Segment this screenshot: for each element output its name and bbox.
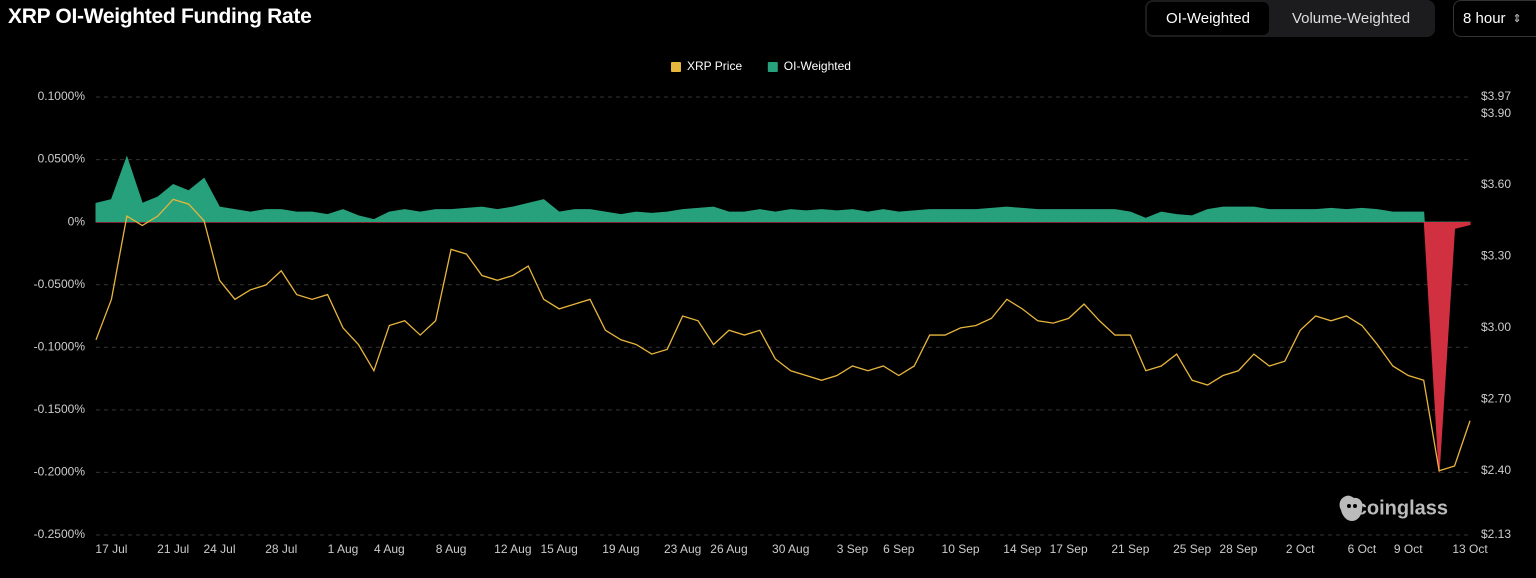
y-tick-label: -0.1000% [34,339,86,353]
tab[interactable]: Volume-Weighted [1291,10,1411,27]
plot: 0.1000% 0.0500% 0% -0.0500% -0.1000% -0.1500%… [34,59,1512,556]
tab-group: OI-Weighted Volume-Weighted [1145,0,1435,37]
legend-label: OI-Weighted [784,59,851,73]
x-tick-label: 26 Aug [710,542,747,556]
y-tick-label: 0.0500% [38,152,86,166]
x-tick-label: 14 Sep [1003,542,1041,556]
funding-area [95,155,1471,473]
x-tick-label: 12 Aug [494,542,531,556]
interval-select[interactable]: 8 hour ⇕ [1453,0,1536,37]
watermark: coinglass [1356,497,1448,519]
y-tick-label: -0.0500% [34,277,86,291]
interval-label: 8 hour [1463,10,1506,27]
x-tick-label: 30 Aug [772,542,809,556]
page-title: XRP OI-Weighted Funding Rate [8,5,312,28]
x-tick-label: 4 Aug [374,542,405,556]
select-icon: ⇕ [1512,13,1522,25]
legend-label: XRP Price [687,59,742,73]
x-tick-label: 17 Sep [1050,542,1088,556]
x-tick-label: 1 Aug [328,542,359,556]
x-tick-label: 17 Jul [95,542,127,556]
x-tick-label: 6 Sep [883,542,915,556]
x-tick-label: 2 Oct [1286,542,1315,556]
legend-swatch [767,62,778,72]
tab[interactable]: OI-Weighted [1147,2,1269,35]
y2-tick-label: $3.60 [1481,177,1511,191]
x-tick-label: 19 Aug [602,542,639,556]
x-tick-label: 10 Sep [942,542,980,556]
y2-tick-label: $3.00 [1481,320,1511,334]
y-tick-label: -0.2500% [34,527,86,541]
watermark-logo [1339,495,1363,521]
x-tick-label: 25 Sep [1173,542,1211,556]
y-tick-label: -0.2000% [34,465,86,479]
legend-swatch [671,62,681,72]
y-tick-label: -0.1500% [34,402,86,416]
x-tick-label: 28 Jul [265,542,297,556]
y2-tick-label: $2.13 [1481,527,1511,541]
x-tick-label: 9 Oct [1394,542,1423,556]
x-tick-label: 21 Jul [157,542,189,556]
x-tick-label: 13 Oct [1452,542,1488,556]
y2-tick-label: $2.40 [1481,463,1511,477]
x-tick-label: 8 Aug [436,542,467,556]
y-tick-label: 0.1000% [38,89,86,103]
x-tick-label: 21 Sep [1111,542,1149,556]
x-tick-label: 3 Sep [837,542,869,556]
x-tick-label: 28 Sep [1219,542,1257,556]
x-tick-label: 6 Oct [1348,542,1377,556]
price-line [95,198,1471,472]
y2-tick-label: $3.97 [1481,89,1511,103]
y-tick-label: 0% [68,214,86,228]
x-tick-label: 15 Aug [540,542,577,556]
y2-tick-label: $3.90 [1481,106,1511,120]
x-tick-label: 24 Jul [203,542,235,556]
y2-tick-label: $2.70 [1481,391,1511,405]
x-tick-label: 23 Aug [664,542,701,556]
y2-tick-label: $3.30 [1481,249,1511,263]
